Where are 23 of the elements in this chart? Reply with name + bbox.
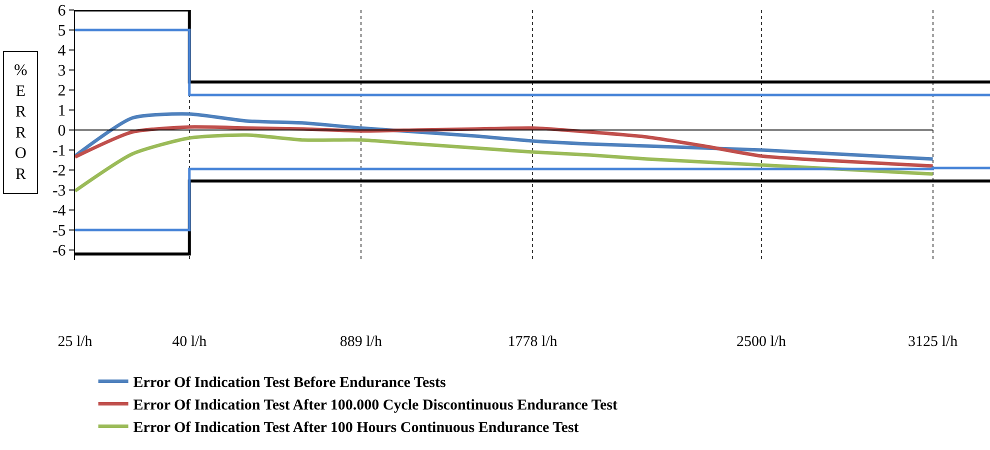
y-tick-label: 3 xyxy=(58,62,66,80)
y-tick-label: 4 xyxy=(58,42,66,60)
x-tick-label: 25 l/h xyxy=(58,334,93,350)
x-tick-label: 40 l/h xyxy=(172,334,208,350)
x-tick-label: 3125 l/h xyxy=(908,334,958,350)
y-tick-label: 2 xyxy=(58,82,66,100)
y-tick-label: -4 xyxy=(52,202,66,220)
y-tick-label: 6 xyxy=(58,2,66,20)
legend-label: Error Of Indication Test Before Endurance Tests xyxy=(133,375,446,392)
x-tick-label: 2500 l/h xyxy=(736,334,787,350)
y-tick-label: 5 xyxy=(58,22,66,40)
legend-label: Error Of Indication Test After 100 Hours Continuous Endurance Test xyxy=(133,420,579,436)
y-tick-label: -3 xyxy=(52,182,66,200)
y-tick-label: 0 xyxy=(58,122,66,140)
y-tick-label: -2 xyxy=(52,162,66,180)
legend-label: Error Of Indication Test After 100.000 Cycle Discontinuous Endurance Test xyxy=(133,398,618,414)
x-tick-label: 1778 l/h xyxy=(508,334,558,350)
y-tick-label: -6 xyxy=(52,242,66,260)
y-tick-label: -1 xyxy=(52,142,66,160)
y-axis-title: %ERROR xyxy=(14,62,28,183)
y-tick-label: -5 xyxy=(52,222,66,240)
x-tick-label: 889 l/h xyxy=(340,334,382,350)
y-tick-label: 1 xyxy=(58,102,66,120)
